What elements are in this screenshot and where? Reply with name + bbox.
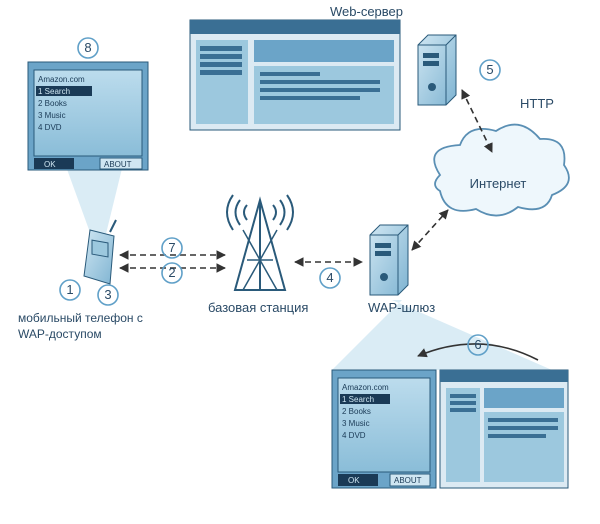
step-5: 5 <box>480 60 500 80</box>
svg-text:ABOUT: ABOUT <box>394 476 422 485</box>
svg-text:4 DVD: 4 DVD <box>342 431 366 440</box>
internet-cloud-icon: Интернет <box>434 125 569 216</box>
mobile-label-2: WAP-доступом <box>18 327 102 341</box>
svg-text:4 DVD: 4 DVD <box>38 123 62 132</box>
svg-text:8: 8 <box>84 40 91 55</box>
web-server-icon <box>418 35 456 105</box>
step-3: 3 <box>98 285 118 305</box>
svg-text:3: 3 <box>104 287 111 302</box>
step-4: 4 <box>320 268 340 288</box>
http-label: HTTP <box>520 96 554 111</box>
mobile-label-1: мобильный телефон с <box>18 311 143 325</box>
svg-text:ABOUT: ABOUT <box>104 160 132 169</box>
web-server-label: Web-сервер <box>330 4 403 19</box>
phone-screen-title: Amazon.com <box>38 75 85 84</box>
svg-text:5: 5 <box>486 62 493 77</box>
zoom-gateway-detail: Amazon.com 1 Search 2 Books 3 Music 4 DV… <box>332 300 568 488</box>
svg-text:1: 1 <box>66 282 73 297</box>
base-station-icon <box>227 195 293 290</box>
step-1: 1 <box>60 280 80 300</box>
zoom-phone-detail: Amazon.com 1 Search 2 Books 3 Music 4 DV… <box>28 62 148 238</box>
wap-gateway-icon <box>370 225 408 295</box>
svg-text:2: 2 <box>168 265 175 280</box>
svg-text:OK: OK <box>348 476 360 485</box>
svg-text:1 Search: 1 Search <box>38 87 70 96</box>
svg-text:1 Search: 1 Search <box>342 395 374 404</box>
svg-text:Amazon.com: Amazon.com <box>342 383 389 392</box>
svg-text:3 Music: 3 Music <box>38 111 66 120</box>
web-page-icon <box>190 20 400 130</box>
svg-text:2 Books: 2 Books <box>38 99 67 108</box>
wap-gateway-label: WAP-шлюз <box>368 300 435 315</box>
internet-label: Интернет <box>470 176 527 191</box>
step-8: 8 <box>78 38 98 58</box>
step-2: 2 <box>162 263 182 283</box>
svg-text:3 Music: 3 Music <box>342 419 370 428</box>
svg-text:OK: OK <box>44 160 56 169</box>
svg-text:7: 7 <box>168 240 175 255</box>
svg-text:6: 6 <box>474 337 481 352</box>
base-station-label: базовая станция <box>208 300 308 315</box>
svg-text:2 Books: 2 Books <box>342 407 371 416</box>
svg-text:4: 4 <box>326 270 333 285</box>
